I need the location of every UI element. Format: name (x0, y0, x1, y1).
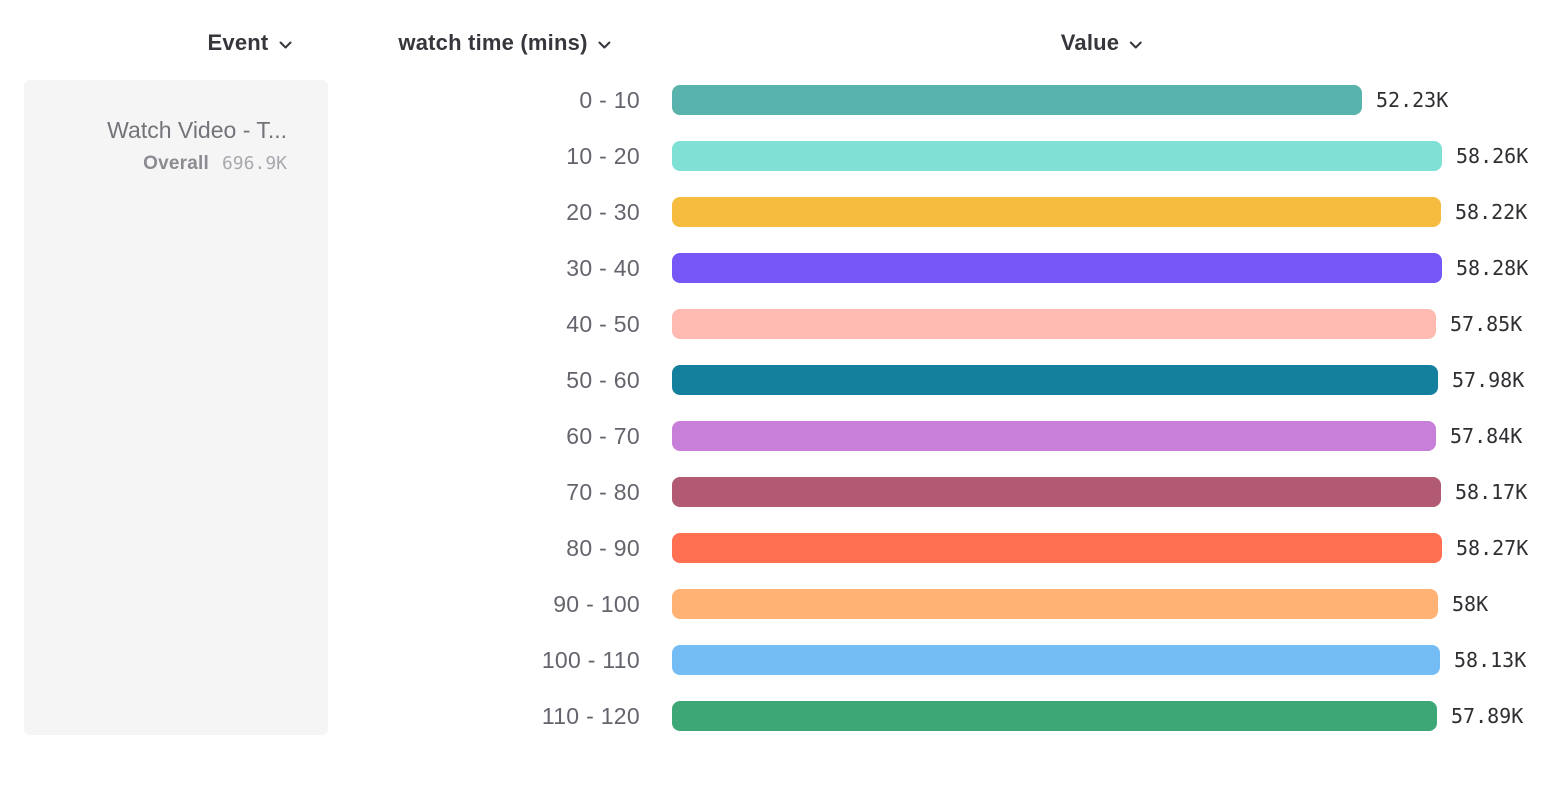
value-bar[interactable] (672, 701, 1437, 731)
chart-row: 100 - 110 58.13K (0, 632, 1568, 688)
chart-row: 60 - 70 57.84K (0, 408, 1568, 464)
value-bar[interactable] (672, 253, 1442, 283)
value-label: 57.84K (1450, 424, 1523, 448)
value-label: 58.13K (1454, 648, 1527, 672)
bucket-label: 20 - 30 (566, 198, 640, 225)
chevron-down-icon (1129, 38, 1143, 52)
value-bar[interactable] (672, 141, 1442, 171)
bucket-label: 30 - 40 (566, 254, 640, 281)
bucket-label: 100 - 110 (541, 646, 640, 673)
value-column-label: Value (1060, 30, 1120, 55)
bucket-label: 110 - 120 (541, 702, 640, 729)
event-column-label: Event (207, 30, 269, 55)
bucket-label: 60 - 70 (566, 422, 640, 449)
value-bar[interactable] (672, 533, 1442, 563)
value-bar[interactable] (672, 477, 1441, 507)
overall-value: 696.9K (221, 153, 287, 174)
bucket-label: 50 - 60 (566, 366, 640, 393)
bucket-label: 70 - 80 (566, 478, 640, 505)
bucket-label: 90 - 100 (553, 590, 640, 617)
value-label: 57.98K (1452, 368, 1525, 392)
bucket-label: 40 - 50 (566, 310, 640, 337)
value-bar[interactable] (672, 645, 1440, 675)
chart-row: 10 - 20 58.26K (0, 128, 1568, 184)
chart-row: 40 - 50 57.85K (0, 296, 1568, 352)
event-card[interactable]: Watch Video - T... Overall 696.9K (24, 80, 328, 735)
bucket-label: 0 - 10 (579, 86, 640, 113)
chart-row: 90 - 100 58K (0, 576, 1568, 632)
chart-row: 50 - 60 57.98K (0, 352, 1568, 408)
chart-row: 80 - 90 58.27K (0, 520, 1568, 576)
value-label: 58.22K (1455, 200, 1528, 224)
value-bar[interactable] (672, 85, 1362, 115)
value-label: 57.85K (1450, 312, 1523, 336)
value-label: 58.26K (1456, 144, 1529, 168)
value-column-dropdown[interactable]: Value (1061, 28, 1143, 58)
bucket-label: 80 - 90 (566, 534, 640, 561)
breakdown-column-dropdown[interactable]: watch time (mins) (398, 28, 611, 58)
event-overall-row: Overall 696.9K (24, 153, 287, 175)
chevron-down-icon (278, 38, 292, 52)
chevron-down-icon (598, 38, 612, 52)
chart-rows: 0 - 10 52.23K 10 - 20 58.26K 20 - 30 58.22K 30… (0, 72, 1568, 744)
value-bar[interactable] (672, 365, 1438, 395)
value-bar[interactable] (672, 197, 1441, 227)
event-column-dropdown[interactable]: Event (208, 28, 293, 58)
value-label: 58.27K (1456, 536, 1529, 560)
chart-row: 30 - 40 58.28K (0, 240, 1568, 296)
value-label: 58K (1452, 592, 1489, 616)
chart-row: 70 - 80 58.17K (0, 464, 1568, 520)
value-bar[interactable] (672, 309, 1436, 339)
event-title: Watch Video - T... (107, 117, 287, 143)
chart-row: 20 - 30 58.22K (0, 184, 1568, 240)
chart-row: 110 - 120 57.89K (0, 688, 1568, 744)
chart-row: 0 - 10 52.23K (0, 72, 1568, 128)
value-label: 58.17K (1455, 480, 1528, 504)
value-bar[interactable] (672, 421, 1436, 451)
value-label: 57.89K (1451, 704, 1524, 728)
value-bar[interactable] (672, 589, 1438, 619)
bucket-label: 10 - 20 (566, 142, 640, 169)
breakdown-column-label: watch time (mins) (398, 30, 588, 55)
overall-label: Overall (143, 153, 209, 174)
value-label: 52.23K (1376, 88, 1449, 112)
value-label: 58.28K (1456, 256, 1529, 280)
